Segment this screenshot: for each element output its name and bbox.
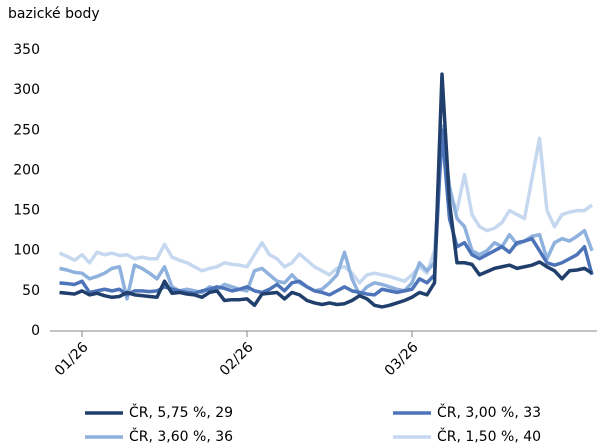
y-tick-label: 50 xyxy=(22,283,40,299)
series-line xyxy=(58,136,594,285)
y-axis-label: bazické body xyxy=(8,6,100,22)
y-tick-label: 100 xyxy=(13,243,40,259)
y-tick-label: 300 xyxy=(13,82,40,98)
y-tick-label: 200 xyxy=(13,162,40,178)
series-line xyxy=(59,128,594,297)
legend-label: ČR, 3,60 %, 36 xyxy=(129,427,233,445)
y-tick-label: 350 xyxy=(13,42,40,58)
series-line xyxy=(59,124,594,301)
legend-label: ČR, 3,00 %, 33 xyxy=(437,403,541,421)
legend-label: ČR, 5,75 %, 29 xyxy=(129,403,233,421)
series-line xyxy=(59,72,593,309)
x-tick-label: 02/26 xyxy=(217,339,257,379)
x-tick-label: 03/26 xyxy=(382,339,422,379)
legend-label: ČR, 1,50 %, 40 xyxy=(437,427,541,445)
y-tick-label: 150 xyxy=(13,203,40,219)
y-tick-label: 0 xyxy=(31,323,40,339)
y-tick-label: 250 xyxy=(13,122,40,138)
x-tick-label: 01/26 xyxy=(52,339,92,379)
